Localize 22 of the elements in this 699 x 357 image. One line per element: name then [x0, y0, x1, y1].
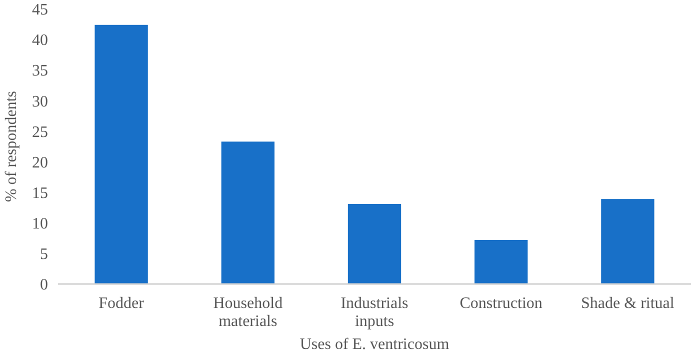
- x-tick-label: Industrials inputs: [340, 295, 408, 330]
- y-tick-label: 20: [32, 154, 48, 172]
- x-axis-title: Uses of E. ventricosum: [300, 336, 450, 353]
- y-tick-label: 30: [32, 93, 48, 110]
- y-tick-label: 15: [32, 184, 48, 202]
- x-tick-label: Fodder: [98, 295, 145, 312]
- x-tick-label: Household materials: [213, 295, 283, 330]
- bar: [474, 240, 528, 284]
- y-tick-label: 25: [32, 124, 48, 141]
- y-tick-label: 0: [40, 276, 48, 294]
- x-tick-label: Shade & ritual: [581, 295, 675, 312]
- bar: [601, 199, 654, 284]
- bar: [94, 24, 148, 284]
- y-tick-label: 45: [32, 2, 48, 19]
- bar: [348, 204, 402, 284]
- y-tick-label: 40: [32, 32, 48, 50]
- x-tick-label: Construction: [460, 295, 542, 312]
- y-axis-title: % of respondents: [3, 90, 20, 202]
- y-tick-label: 35: [32, 62, 48, 80]
- y-tick-label: 10: [32, 215, 48, 232]
- bar: [221, 142, 274, 284]
- y-tick-label: 5: [40, 246, 48, 264]
